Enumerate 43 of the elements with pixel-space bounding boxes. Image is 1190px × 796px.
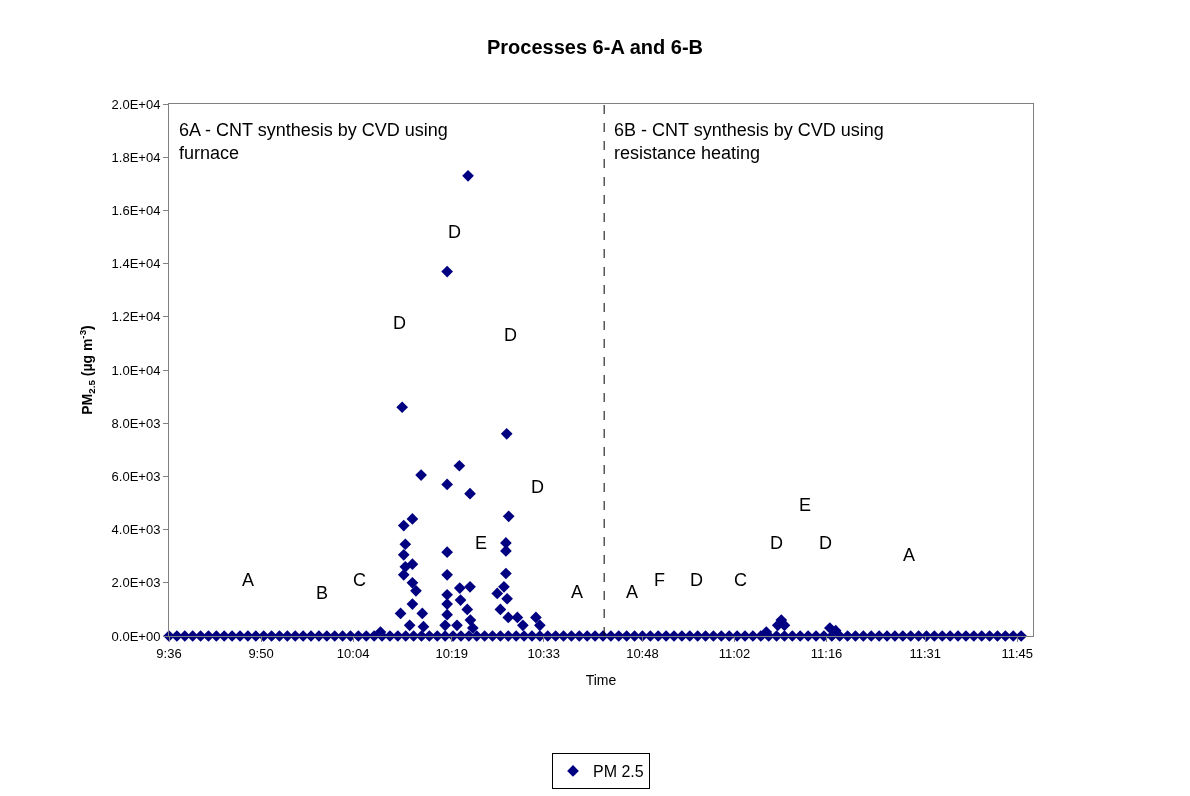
y-tick-label: 4.0E+03 [111,522,161,538]
annotation: E [799,495,812,515]
annotation: A [626,582,639,602]
annotation: C [353,570,366,590]
x-tick-label: 11:31 [909,645,941,661]
x-axis-title: Time [585,671,617,688]
x-tick-label: 11:16 [810,645,843,661]
y-tick-label: 1.0E+04 [111,362,161,378]
annotation: C [734,570,747,590]
annotation: D [448,222,461,242]
annotation: B [316,583,329,603]
x-tick-label: 10:04 [336,645,370,661]
annotation: F [654,570,665,590]
annotation: D [690,570,703,590]
x-tick-label: 9:36 [156,645,182,661]
annotation: 6B - CNT synthesis by CVD using resistance heating [614,120,884,164]
x-tick-label: 10:19 [435,645,469,661]
chart-title: Processes 6-A and 6-B [486,35,704,58]
x-tick-label: 10:33 [527,645,561,661]
y-tick-label: 1.2E+04 [111,309,161,325]
x-tick-label: 10:48 [626,645,659,661]
y-tick-label: 8.0E+03 [111,415,161,431]
annotation: D [819,533,832,553]
annotation: E [475,533,488,553]
annotation: D [531,477,544,497]
y-tick-label: 0.0E+00 [111,628,161,644]
y-tick-label: 1.6E+04 [111,202,161,218]
y-tick-label: 1.8E+04 [111,149,161,165]
y-tick-label: 2.0E+04 [111,96,161,112]
annotation: 6A - CNT synthesis by CVD using furnace [179,120,448,164]
y-tick-label: 6.0E+03 [111,468,161,484]
legend-label: PM 2.5 [593,763,644,781]
annotation: D [770,533,783,553]
x-tick-label: 11:45 [1001,645,1034,661]
x-tick-label: 11:02 [718,645,751,661]
y-tick-label: 1.4E+04 [111,256,161,272]
annotation: D [393,313,406,333]
y-tick-label: 2.0E+03 [111,575,161,591]
annotation: A [242,570,255,590]
annotation: D [504,325,517,345]
x-tick-label: 9:50 [248,645,274,661]
annotation: A [571,582,584,602]
annotation: A [903,545,916,565]
